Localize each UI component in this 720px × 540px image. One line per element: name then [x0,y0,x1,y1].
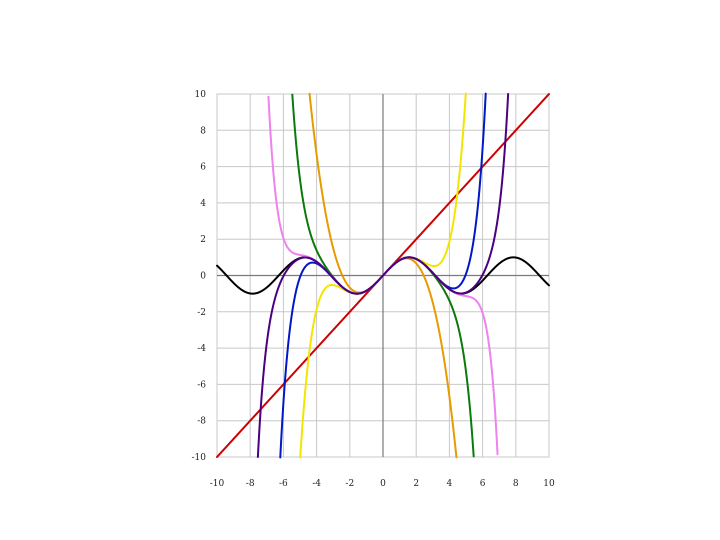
x-tick-label: 0 [380,479,386,489]
y-tick-label: 4 [200,199,206,209]
x-tick-label: -8 [246,479,255,489]
y-tick-label: 2 [200,235,206,245]
y-tick-label: -10 [192,453,207,463]
y-tick-label: 6 [200,163,206,173]
x-tick-label: 6 [480,479,486,489]
x-tick-label: -2 [345,479,354,489]
x-tick-label: -6 [279,479,288,489]
series-degree-13 [256,93,510,458]
y-tick-label: 8 [200,126,206,136]
x-tick-label: 10 [543,479,555,489]
y-tick-label: -4 [197,344,206,354]
y-tick-label: -8 [197,417,206,427]
y-tick-label: -2 [197,308,206,318]
x-tick-label: 4 [447,479,453,489]
y-tick-label: 10 [195,90,207,100]
x-tick-label: 8 [513,479,519,489]
x-tick-label: -10 [210,479,225,489]
x-tick-label: 2 [413,479,419,489]
tick-labels: -10 -8 -6 -4 -2 0 2 4 6 8 10 -10 -8 -6 -4 -2 0 2 4 6 8 10 [192,90,555,489]
y-tick-label: 0 [200,272,206,282]
y-tick-label: -6 [197,380,206,390]
x-tick-label: -4 [312,479,321,489]
curves [216,92,550,459]
